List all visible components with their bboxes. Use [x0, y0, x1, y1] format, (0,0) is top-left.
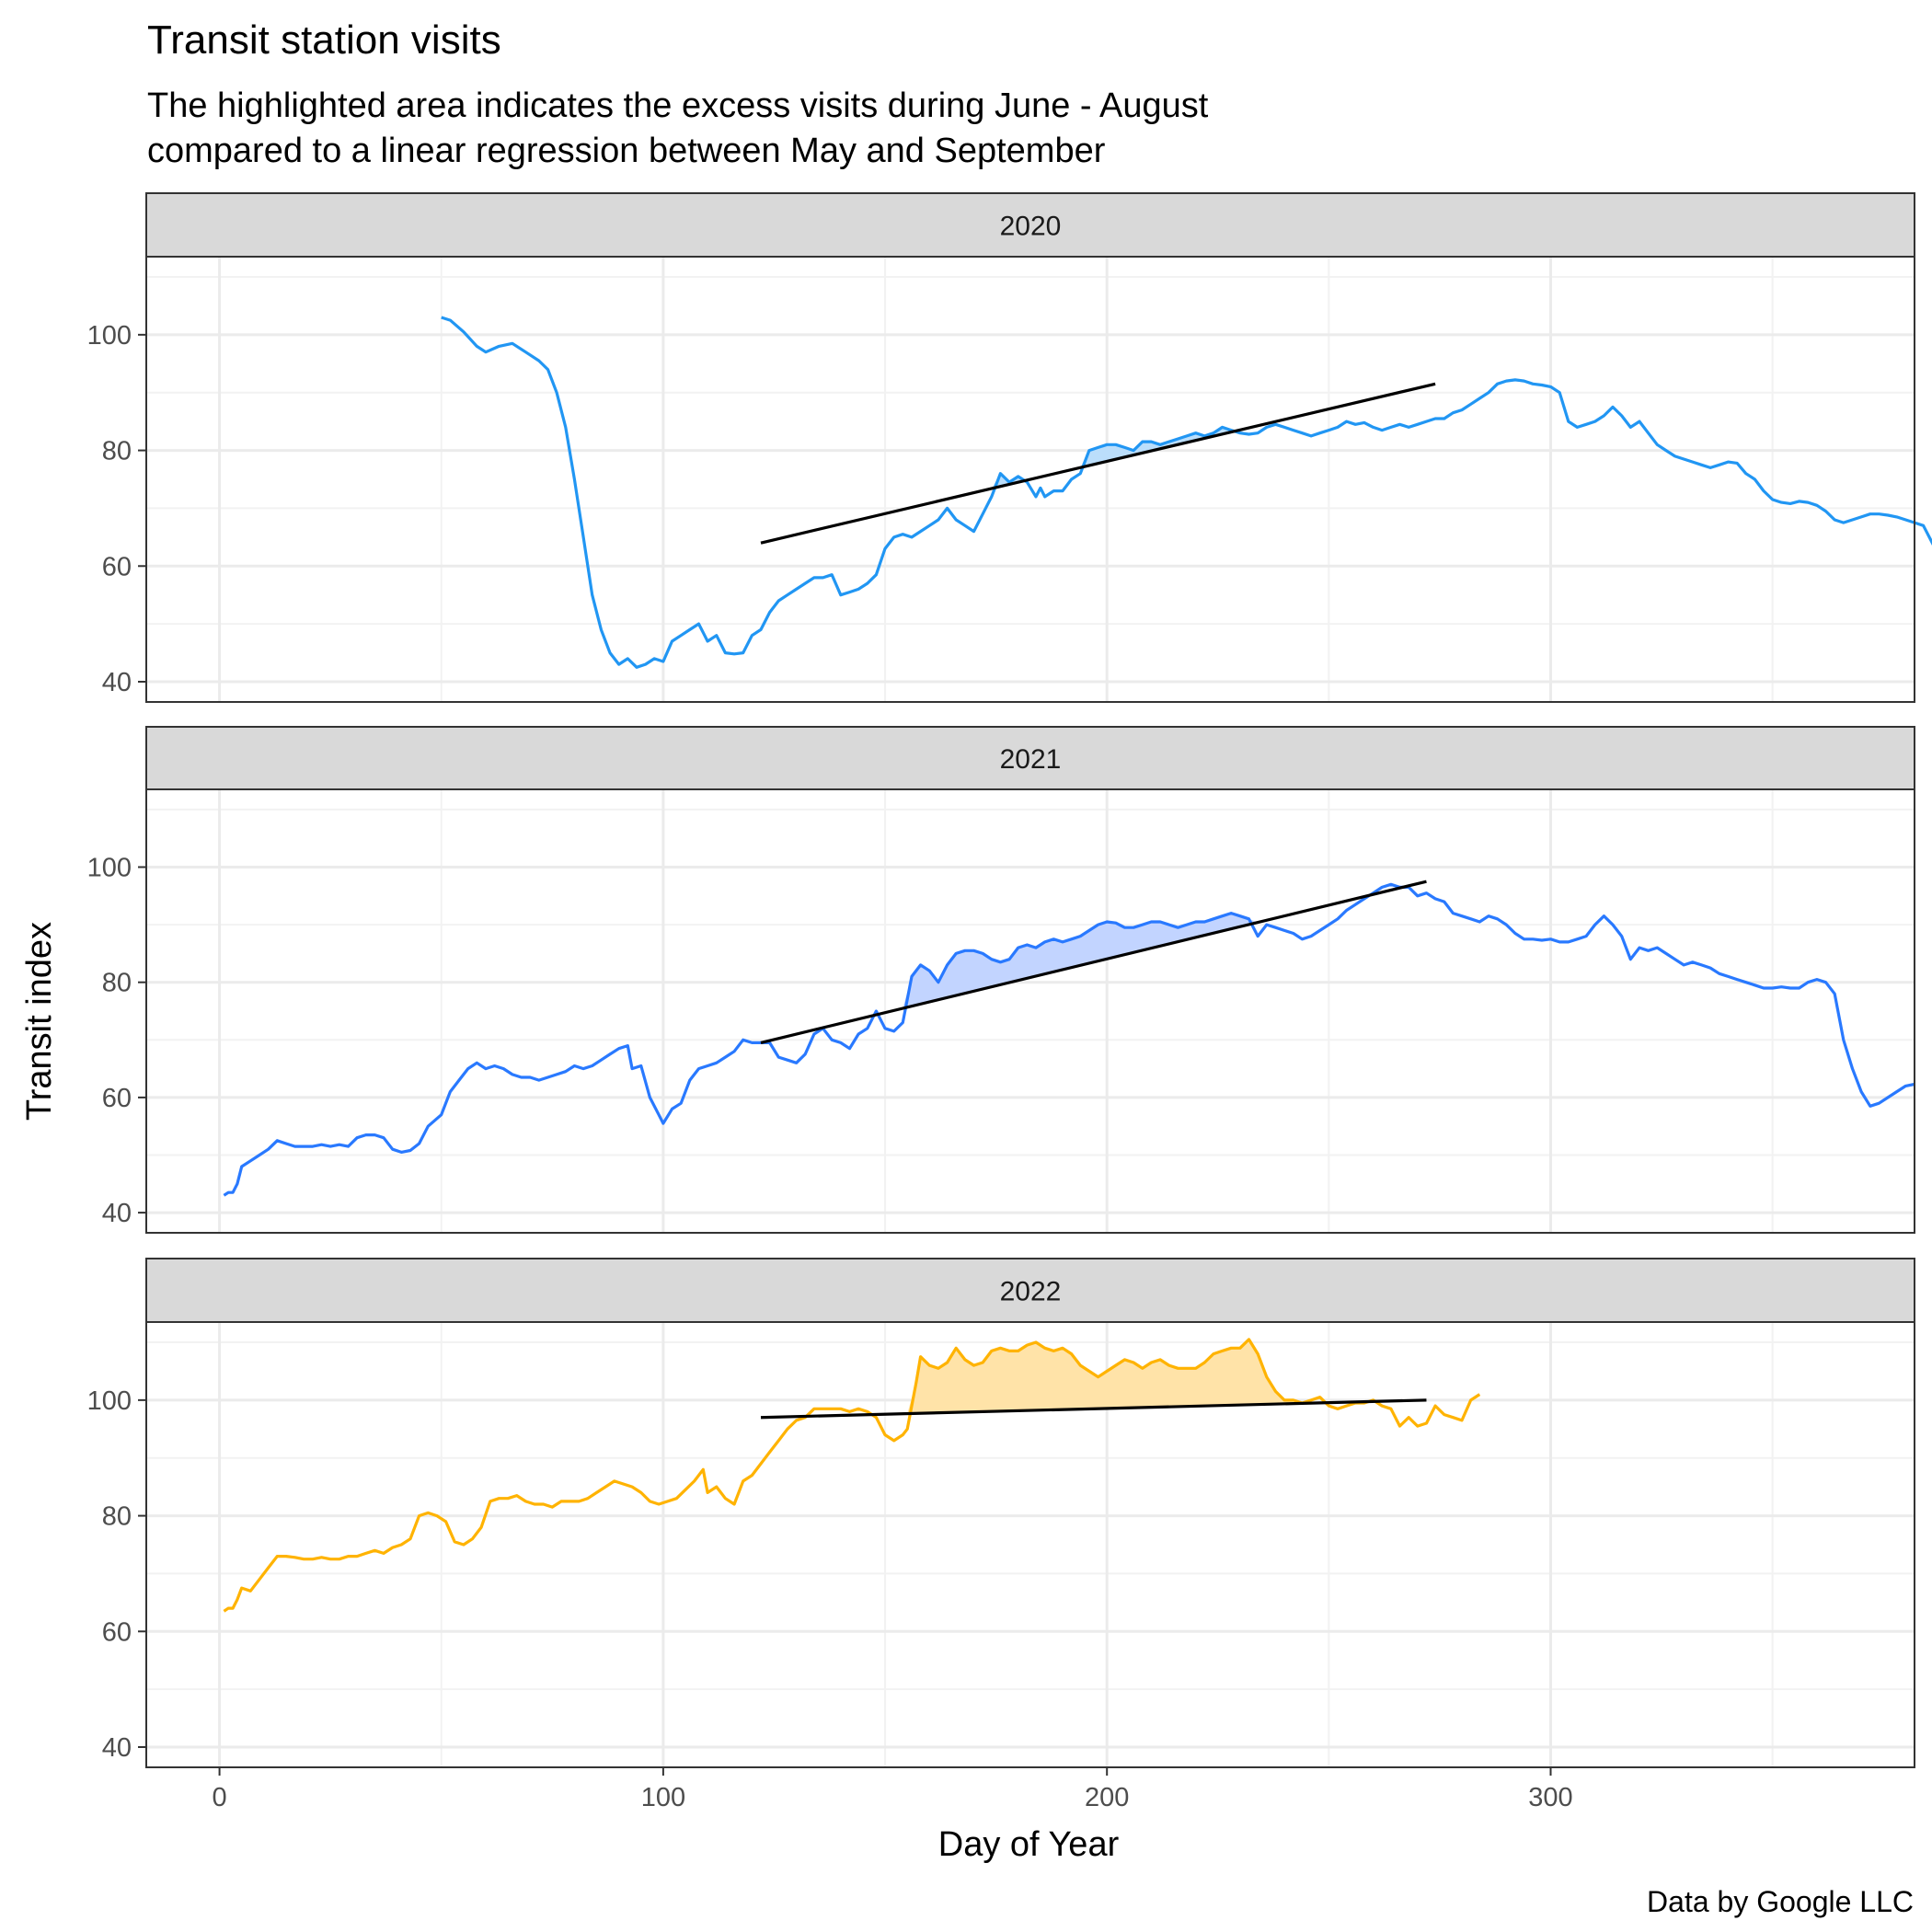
series-line — [223, 1338, 1481, 1613]
y-tick-label: 60 — [102, 1084, 132, 1113]
y-tick-label: 40 — [102, 1733, 132, 1763]
y-tick-label: 40 — [102, 1199, 132, 1228]
chart-subtitle-line-1: The highlighted area indicates the exces… — [147, 86, 1209, 125]
y-tick-label: 100 — [87, 1386, 132, 1416]
panel-2021: 2021 40 60 80 100 — [87, 726, 1915, 1234]
regression-line — [760, 880, 1427, 1044]
y-tick-label: 40 — [102, 668, 132, 697]
y-tick-label: 80 — [102, 969, 132, 998]
y-tick-label: 60 — [102, 552, 132, 581]
y-tick-label: 100 — [87, 854, 132, 883]
panel-2022: 2022 40 60 80 100 — [87, 1258, 1915, 1768]
x-tick-label: 300 — [1528, 1783, 1572, 1812]
series-line — [223, 882, 1915, 1197]
caption: Data by Google LLC — [1647, 1885, 1914, 1918]
strip-label: 2022 — [1000, 1277, 1062, 1307]
strip — [145, 726, 1915, 790]
strip-label: 2021 — [1000, 744, 1062, 775]
y-tick-label: 100 — [87, 321, 132, 351]
x-tick-label: 0 — [213, 1783, 227, 1812]
strip-label: 2020 — [1000, 212, 1062, 242]
x-axis: 0 100 200 300 — [213, 1767, 1573, 1812]
strip — [145, 1258, 1915, 1323]
chart-title: Transit station visits — [147, 17, 501, 63]
panel-2020: 2020 40 60 80 100 — [87, 192, 1932, 703]
y-tick-label: 80 — [102, 437, 132, 466]
panels: 2020 40 60 80 100 2021 40 60 80 100 2022 40 60 80 100 — [87, 192, 1932, 1768]
x-axis-label: Day of Year — [938, 1825, 1120, 1864]
x-tick-label: 100 — [641, 1783, 685, 1812]
panel-background — [146, 789, 1915, 1233]
x-tick-label: 200 — [1085, 1783, 1129, 1812]
strip — [145, 192, 1915, 258]
y-axis-label: Transit index — [20, 922, 59, 1121]
y-tick-label: 60 — [102, 1617, 132, 1647]
y-tick-label: 80 — [102, 1502, 132, 1532]
chart-subtitle-line-2: compared to a linear regression between … — [147, 132, 1106, 170]
regression-line — [760, 382, 1436, 545]
regression-line — [760, 1398, 1427, 1420]
series-line — [441, 316, 1932, 669]
excess-area — [893, 1339, 1294, 1414]
